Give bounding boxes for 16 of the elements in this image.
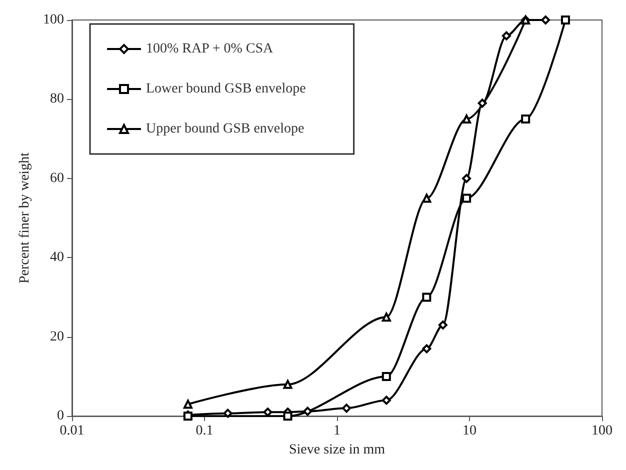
y-tick-label: 0 xyxy=(57,408,64,424)
y-tick-label: 40 xyxy=(50,250,64,266)
x-tick-label: 10 xyxy=(462,424,476,439)
y-tick-label: 60 xyxy=(50,170,64,186)
legend-label: Lower bound GSB envelope xyxy=(146,82,306,96)
x-axis-title: Sieve size in mm xyxy=(288,442,386,458)
y-tick-label: 100 xyxy=(43,12,64,28)
x-tick-label: 0.1 xyxy=(196,424,214,439)
y-tick-label: 80 xyxy=(50,92,64,107)
x-tick-label: 100 xyxy=(592,424,612,439)
y-axis-title: Percent finer by weight xyxy=(18,152,33,284)
legend-label: Upper bound GSB envelope xyxy=(146,122,304,136)
y-tick-label: 20 xyxy=(50,329,64,344)
legend-label: 100% RAP + 0% CSA xyxy=(146,42,274,56)
x-tick-label: 1 xyxy=(334,424,340,439)
x-tick-label: 0.01 xyxy=(60,424,84,439)
